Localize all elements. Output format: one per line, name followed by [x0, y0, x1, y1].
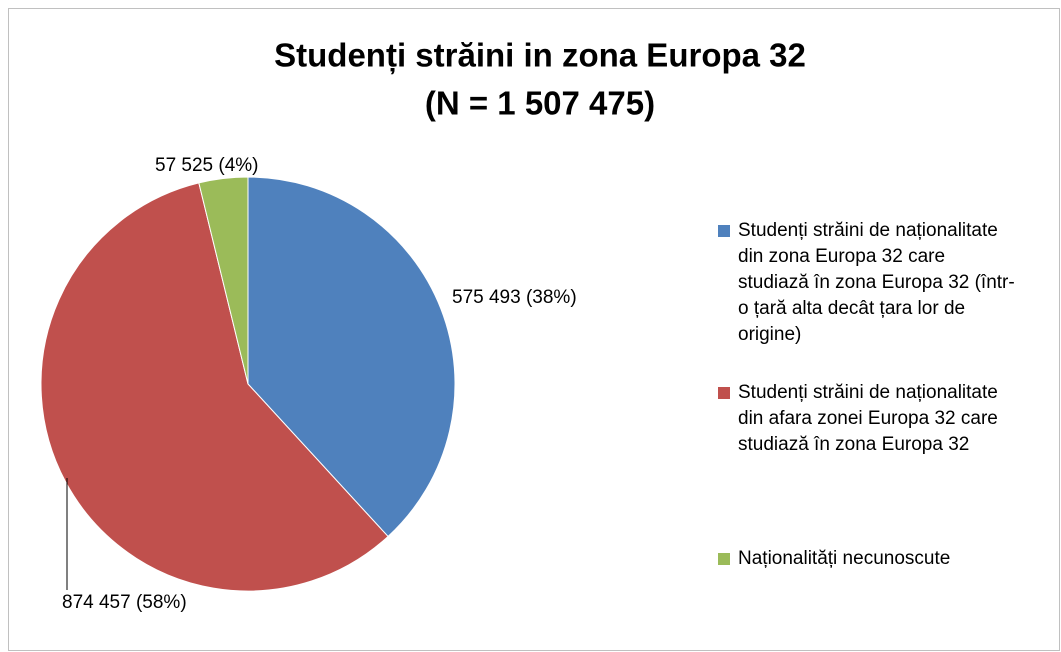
- chart-subtitle: (N = 1 507 475): [425, 85, 655, 122]
- pie-slice: [247, 176, 456, 538]
- legend-swatch: [718, 387, 730, 399]
- data-label: 57 525 (4%): [155, 155, 259, 176]
- pie-slice: [40, 182, 389, 592]
- data-label: 575 493 (38%): [452, 287, 577, 308]
- legend-entry: Studenți străini de naționalitate din zo…: [718, 218, 1018, 348]
- legend-label: Studenți străini de naționalitate din af…: [738, 382, 998, 455]
- legend-label: Naționalități necunoscute: [738, 548, 951, 569]
- legend-label: Studenți străini de naționalitate din zo…: [738, 220, 1015, 345]
- chart-title: Studenți străini in zona Europa 32: [274, 37, 806, 75]
- legend-swatch: [718, 553, 730, 565]
- data-label: 874 457 (58%): [62, 592, 187, 613]
- legend-swatch: [718, 225, 730, 237]
- legend-entry: Studenți străini de naționalitate din af…: [718, 380, 1018, 458]
- pie-slice: [198, 176, 249, 385]
- legend-entry: Naționalități necunoscute: [718, 546, 1018, 572]
